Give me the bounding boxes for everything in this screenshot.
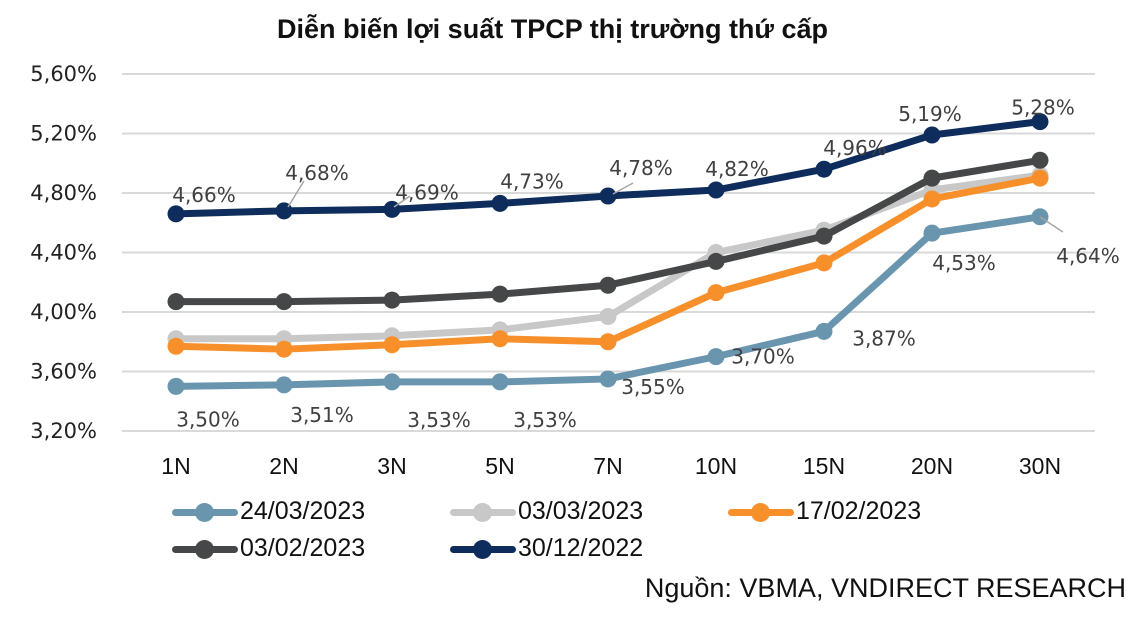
y-tick-label: 5,20% xyxy=(30,122,97,146)
data-label: 4,96% xyxy=(823,136,887,160)
leader-line xyxy=(612,182,634,195)
data-point xyxy=(383,336,401,354)
data-point xyxy=(275,293,293,311)
legend-swatch-icon xyxy=(172,501,238,523)
data-point xyxy=(599,187,617,205)
data-point xyxy=(923,169,941,187)
data-point xyxy=(1031,169,1049,187)
data-point xyxy=(167,377,185,395)
data-point xyxy=(815,254,833,272)
data-point xyxy=(707,348,725,366)
x-tick-label: 1N xyxy=(161,453,190,479)
series-24-03-2023 xyxy=(167,208,1049,395)
data-point xyxy=(275,340,293,358)
data-label: 3,55% xyxy=(621,375,685,399)
data-point xyxy=(923,126,941,144)
y-tick-label: 3,60% xyxy=(30,360,97,384)
x-tick-label: 3N xyxy=(377,453,406,479)
data-point xyxy=(383,291,401,309)
data-point xyxy=(383,373,401,391)
data-label: 5,19% xyxy=(898,102,962,126)
data-label: 5,28% xyxy=(1011,96,1075,120)
data-label: 4,53% xyxy=(932,251,996,275)
data-point xyxy=(815,227,833,245)
data-label: 4,68% xyxy=(285,161,349,185)
chart-title: Diễn biến lợi suất TPCP thị trường thứ c… xyxy=(276,14,829,44)
legend-item-24-03-2023[interactable]: 24/03/2023 xyxy=(172,497,365,526)
data-point xyxy=(167,293,185,311)
data-point xyxy=(491,330,509,348)
legend-item-03-03-2023[interactable]: 03/03/2023 xyxy=(450,497,643,526)
data-label: 4,78% xyxy=(609,156,673,180)
y-axis-ticks: 5,60% 5,20% 4,80% 4,40% 4,00% 3,60% 3,20% xyxy=(30,62,97,443)
series-layer xyxy=(167,113,1049,395)
legend-item-30-12-2022[interactable]: 30/12/2022 xyxy=(450,534,643,563)
data-point xyxy=(1031,113,1049,131)
data-point xyxy=(923,224,941,242)
source-note: Nguồn: VBMA, VNDIRECT RESEARCH xyxy=(644,573,1126,603)
x-tick-label: 2N xyxy=(269,453,298,479)
data-point xyxy=(923,190,941,208)
y-tick-label: 4,40% xyxy=(30,241,97,265)
data-point xyxy=(599,333,617,351)
data-label: 3,51% xyxy=(290,403,354,427)
legend-label: 30/12/2022 xyxy=(518,534,644,562)
data-label: 3,53% xyxy=(407,408,471,432)
y-tick-label: 5,60% xyxy=(30,62,97,86)
leader-line xyxy=(393,195,411,208)
data-point xyxy=(815,322,833,340)
data-point xyxy=(707,252,725,270)
data-point xyxy=(167,337,185,355)
data-label: 3,87% xyxy=(852,326,916,350)
data-label: 3,50% xyxy=(176,407,240,431)
data-point xyxy=(491,373,509,391)
legend-item-17-02-2023[interactable]: 17/02/2023 xyxy=(728,497,921,526)
data-point xyxy=(167,205,185,223)
data-labels: 3,50% 3,51% 3,53% 3,53% 3,55% 3,70% 3,87% 4,53%… xyxy=(172,96,1120,432)
data-point xyxy=(599,370,617,388)
data-label: 4,82% xyxy=(705,157,769,181)
x-tick-label: 10N xyxy=(695,453,737,479)
leader-line xyxy=(1039,216,1064,233)
legend-label: 24/03/2023 xyxy=(240,497,366,525)
data-point xyxy=(599,307,617,325)
data-label: 3,53% xyxy=(513,408,577,432)
legend-label: 03/03/2023 xyxy=(518,497,644,525)
data-label: 4,69% xyxy=(395,180,459,204)
series-03-02-2023 xyxy=(167,151,1049,311)
legend-swatch-icon xyxy=(450,538,516,560)
x-tick-label: 15N xyxy=(803,453,845,479)
data-point xyxy=(1031,208,1049,226)
x-tick-label: 7N xyxy=(593,453,622,479)
x-tick-label: 20N xyxy=(911,453,953,479)
data-point xyxy=(275,376,293,394)
data-point xyxy=(491,285,509,303)
leader-line xyxy=(287,180,305,208)
y-tick-label: 4,00% xyxy=(30,300,97,324)
data-point xyxy=(707,181,725,199)
legend-item-03-02-2023[interactable]: 03/02/2023 xyxy=(172,534,365,563)
y-tick-label: 3,20% xyxy=(30,419,97,443)
data-point xyxy=(1031,151,1049,169)
legend-label: 03/02/2023 xyxy=(240,534,366,562)
data-label: 4,73% xyxy=(500,169,564,193)
data-point xyxy=(815,160,833,178)
legend-label: 17/02/2023 xyxy=(796,497,922,525)
data-point xyxy=(491,194,509,212)
legend-swatch-icon xyxy=(172,538,238,560)
y-tick-label: 4,80% xyxy=(30,181,97,205)
data-label: 3,70% xyxy=(731,345,795,369)
legend-swatch-icon xyxy=(728,501,794,523)
x-tick-label: 30N xyxy=(1019,453,1061,479)
x-axis-ticks: 1N 2N 3N 5N 7N 10N 15N 20N 30N xyxy=(161,453,1061,479)
data-label: 4,64% xyxy=(1056,244,1120,268)
data-label: 4,66% xyxy=(172,183,236,207)
series-17-02-2023 xyxy=(167,169,1049,358)
data-point xyxy=(599,276,617,294)
data-point xyxy=(707,284,725,302)
legend-swatch-icon xyxy=(450,501,516,523)
x-tick-label: 5N xyxy=(485,453,514,479)
series-30-12-2022 xyxy=(167,113,1049,223)
